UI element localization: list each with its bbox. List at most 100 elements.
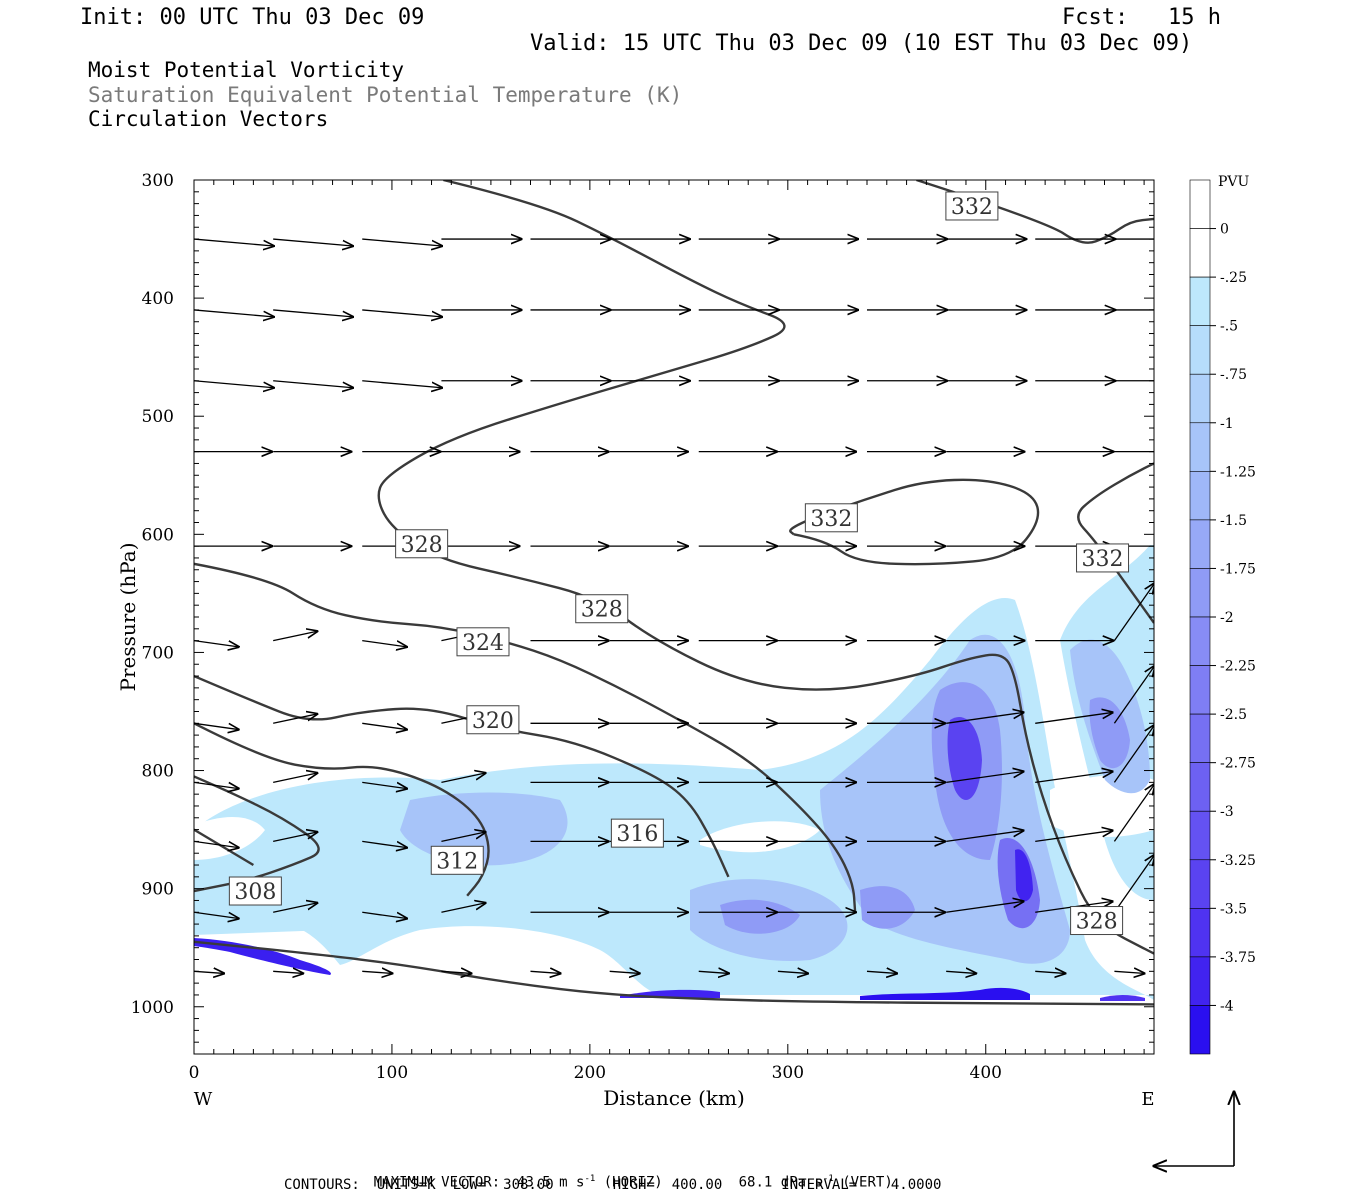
circulation-vector — [441, 773, 485, 783]
colorbar-swatch — [1189, 908, 1211, 958]
circulation-vector — [530, 971, 560, 973]
contour-label-box — [575, 594, 629, 624]
colorbar-tick-label: -.25 — [1220, 270, 1247, 286]
circulation-vector — [946, 971, 976, 973]
colorbar-tick-label: -1 — [1220, 416, 1234, 432]
theta-es-contour-328 — [194, 562, 857, 913]
colorbar-tick-label: -.5 — [1220, 319, 1238, 335]
contour-label: 328 — [401, 533, 443, 558]
pv-white-hole-1 — [700, 821, 820, 853]
circulation-vector — [1035, 831, 1112, 843]
pv-surface-strip-left — [194, 938, 331, 975]
colorbar-swatch — [1189, 762, 1211, 812]
colorbar-swatch — [1189, 810, 1211, 861]
horiz-unit-exponent: -1 — [584, 1174, 596, 1184]
circulation-vector — [194, 781, 239, 788]
circulation-vector — [273, 773, 317, 783]
colorbar-swatch — [1189, 422, 1211, 472]
colorbar-tick-label: -3 — [1220, 804, 1234, 820]
y-tick-label: 700 — [142, 643, 174, 663]
y-tick-label: 800 — [142, 762, 174, 782]
x-axis-east-label: E — [1141, 1089, 1154, 1110]
y-axis-label: Pressure (hPa) — [116, 543, 140, 692]
colorbar-tick-label: -2.75 — [1220, 756, 1256, 772]
circulation-vector — [1113, 784, 1154, 842]
y-tick-label: 400 — [142, 289, 174, 309]
circulation-vector — [273, 309, 353, 317]
circulation-vector — [1035, 771, 1112, 783]
theta-es-contour-332 — [377, 180, 1154, 955]
pv-shade-dark-7 — [1015, 849, 1033, 902]
circulation-vector — [698, 971, 729, 973]
contour-label-box — [430, 845, 484, 875]
y-tick-label: 1000 — [131, 998, 174, 1018]
circulation-vector — [273, 714, 317, 724]
colorbar-swatch — [1189, 276, 1211, 326]
colorbar-swatch — [1189, 179, 1211, 229]
circulation-vector — [194, 722, 239, 729]
contour-label: 328 — [1076, 910, 1118, 935]
circulation-vector — [362, 722, 407, 729]
contour-label-box — [804, 503, 858, 533]
circulation-vector — [1113, 583, 1154, 641]
circulation-vector — [194, 911, 239, 918]
pv-shade-dark-1 — [720, 899, 800, 934]
max-vector-vertical-value: 68.1 dPa s — [738, 1174, 823, 1191]
contour-label-box — [228, 876, 282, 906]
y-tick-label: 300 — [142, 171, 174, 191]
circulation-vector — [362, 911, 407, 918]
circulation-vector — [362, 781, 407, 788]
circulation-vector — [362, 971, 392, 973]
pv-shade-dark-6 — [947, 716, 982, 800]
circulation-vector — [273, 971, 303, 973]
circulation-vector — [1035, 971, 1065, 973]
colorbar-tick-label: -2 — [1220, 610, 1234, 626]
contour-layer — [194, 180, 1154, 1006]
contour-label-box — [610, 818, 664, 848]
contour-label-box — [1070, 906, 1124, 936]
contour-label: 312 — [436, 849, 478, 874]
contour-label-box — [466, 705, 520, 735]
circulation-vector — [273, 631, 317, 642]
init-time: Init: 00 UTC Thu 03 Dec 09 — [80, 5, 425, 30]
colorbar-swatch — [1189, 956, 1211, 1006]
colorbar-tick-label: -4 — [1220, 998, 1234, 1014]
colorbar-tick-label: -2.25 — [1220, 659, 1256, 675]
colorbar-swatch — [1189, 325, 1211, 375]
contour-label-box — [1076, 543, 1130, 573]
circulation-vector — [1113, 666, 1154, 724]
contour-label: 332 — [951, 195, 993, 220]
reference-vectors — [1154, 1092, 1234, 1166]
circulation-vector — [866, 971, 897, 973]
colorbar-unit-label: PVU — [1218, 174, 1250, 190]
contour-label-box — [456, 627, 510, 657]
colorbar-tick-label: -3.5 — [1220, 901, 1247, 917]
circulation-vector — [946, 831, 1023, 843]
pv-white-hole-left — [194, 816, 265, 860]
circulation-vector — [194, 639, 239, 647]
colorbar-swatch — [1189, 616, 1211, 666]
forecast-hour: 15 h — [1168, 5, 1221, 30]
contour-label: 316 — [616, 822, 658, 847]
pv-surface-strip-2 — [860, 987, 1030, 1000]
circulation-vector — [1035, 712, 1112, 724]
contour-info-line: CONTOURS: UNITS=K LOW= 308.00 HIGH= 400.… — [284, 1177, 942, 1193]
colorbar-tick-label: -2.5 — [1220, 707, 1247, 723]
colorbar-tick-label: -3.25 — [1220, 853, 1256, 869]
y-tick-label: 900 — [142, 880, 174, 900]
max-vector-line: MAXIMUM VECTOR: 43.5 m s-1 (HORIZ) 68.1 … — [340, 1158, 893, 1200]
colorbar-swatch — [1189, 228, 1211, 278]
colorbar-swatch — [1189, 1005, 1211, 1055]
circulation-vector — [1114, 971, 1144, 973]
title-mpv: Moist Potential Vorticity — [88, 58, 405, 82]
pv-shading-layer — [194, 545, 1154, 1001]
vector-layer — [194, 239, 1154, 973]
circulation-vector — [362, 840, 407, 847]
x-axis-west-label: W — [194, 1089, 213, 1110]
colorbar-swatch — [1189, 471, 1211, 521]
pv-shade-dark-4 — [860, 886, 915, 929]
circulation-vector — [777, 971, 808, 973]
colorbar-tick-label: -3.75 — [1220, 950, 1256, 966]
forecast-label: Fcst: — [1062, 5, 1129, 30]
